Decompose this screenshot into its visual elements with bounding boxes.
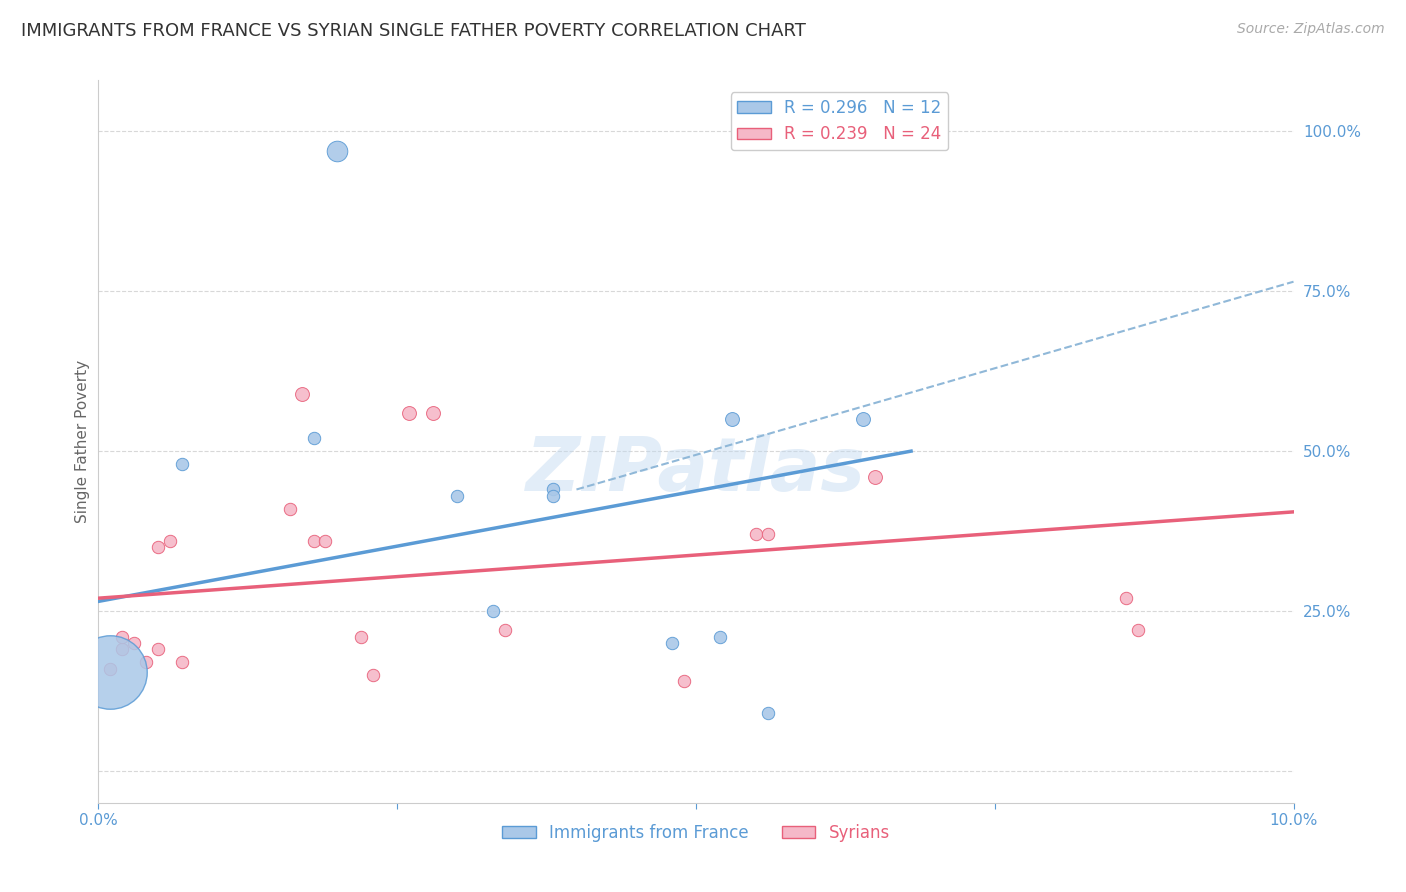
Point [482, 604, 505, 618]
Point [172, 457, 194, 471]
Point [541, 489, 564, 503]
Point [326, 144, 349, 158]
Point [422, 406, 444, 420]
Point [398, 406, 420, 420]
Point [98, 661, 122, 675]
Point [124, 636, 146, 650]
Point [111, 642, 134, 657]
Point [673, 674, 696, 689]
Point [172, 655, 194, 669]
Point [1115, 591, 1137, 606]
Point [315, 533, 337, 548]
Point [363, 668, 385, 682]
Text: ZIPatlas: ZIPatlas [526, 434, 866, 507]
Point [135, 655, 157, 669]
Point [148, 540, 170, 554]
Point [745, 527, 768, 541]
Point [148, 642, 170, 657]
Point [446, 489, 468, 503]
Point [756, 706, 779, 721]
Point [111, 630, 134, 644]
Point [302, 431, 325, 445]
Y-axis label: Single Father Poverty: Single Father Poverty [75, 360, 90, 523]
Point [709, 630, 731, 644]
Legend: Immigrants from France, Syrians: Immigrants from France, Syrians [495, 817, 897, 848]
Point [494, 623, 516, 637]
Point [852, 412, 875, 426]
Point [756, 527, 779, 541]
Point [291, 386, 314, 401]
Point [98, 665, 122, 679]
Point [159, 533, 181, 548]
Text: IMMIGRANTS FROM FRANCE VS SYRIAN SINGLE FATHER POVERTY CORRELATION CHART: IMMIGRANTS FROM FRANCE VS SYRIAN SINGLE … [21, 22, 806, 40]
Point [302, 533, 325, 548]
Point [865, 469, 887, 483]
Text: Source: ZipAtlas.com: Source: ZipAtlas.com [1237, 22, 1385, 37]
Point [1128, 623, 1150, 637]
Point [278, 501, 301, 516]
Point [541, 483, 564, 497]
Point [350, 630, 373, 644]
Point [661, 636, 683, 650]
Point [721, 412, 744, 426]
